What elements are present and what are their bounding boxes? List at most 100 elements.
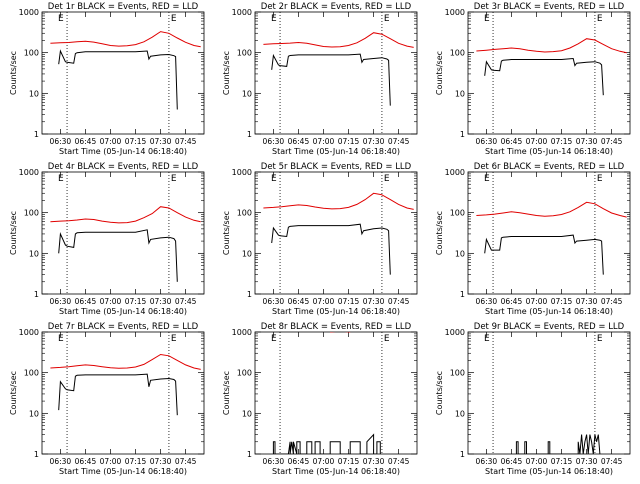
x-axis-label: Start Time (05-Jun-14 06:18:40) bbox=[272, 147, 400, 156]
x-tick-label: 07:00 bbox=[526, 137, 548, 146]
y-tick-label: 1000 bbox=[232, 8, 252, 17]
x-tick-label: 07:45 bbox=[175, 297, 197, 306]
x-tick-label: 07:00 bbox=[526, 457, 548, 466]
plot-frame bbox=[467, 171, 631, 295]
event-marker-label: E bbox=[271, 174, 277, 184]
x-tick-label: 06:45 bbox=[501, 457, 523, 466]
plot-frame bbox=[41, 331, 205, 455]
x-tick-label: 07:15 bbox=[125, 457, 147, 466]
events-series-line bbox=[515, 434, 601, 454]
x-tick-label: 07:45 bbox=[388, 137, 410, 146]
x-tick-label: 07:15 bbox=[551, 297, 573, 306]
x-axis-label: Start Time (05-Jun-14 06:18:40) bbox=[485, 147, 613, 156]
panel-det-4: Det 4r BLACK = Events, RED = LLD 1 10 100 10… bbox=[9, 162, 205, 316]
plot-frame bbox=[467, 11, 631, 135]
lld-series-line bbox=[263, 192, 414, 210]
x-tick-label: 06:30 bbox=[50, 457, 72, 466]
panel-title: Det 8r BLACK = Events, RED = LLD bbox=[261, 322, 412, 332]
events-series-line bbox=[272, 433, 381, 454]
y-tick-label: 10 bbox=[29, 249, 39, 258]
y-tick-label: 10 bbox=[242, 249, 252, 258]
y-axis-label: Counts/sec bbox=[435, 371, 444, 415]
x-tick-label: 07:00 bbox=[313, 297, 335, 306]
plot-frame bbox=[41, 11, 205, 135]
x-tick-label: 07:30 bbox=[363, 297, 385, 306]
panel-det-3: Det 3r BLACK = Events, RED = LLD 1 10 100 10… bbox=[435, 2, 631, 156]
x-tick-label: 06:45 bbox=[501, 137, 523, 146]
x-tick-label: 06:30 bbox=[476, 137, 498, 146]
y-axis-label: Counts/sec bbox=[435, 51, 444, 95]
x-tick-label: 07:15 bbox=[338, 297, 360, 306]
x-tick-label: 07:45 bbox=[601, 457, 623, 466]
y-tick-label: 1000 bbox=[19, 328, 39, 337]
y-tick-label: 100 bbox=[24, 369, 39, 378]
event-marker-label: E bbox=[171, 334, 177, 344]
y-tick-label: 100 bbox=[450, 49, 465, 58]
panel-det-9: Det 9r BLACK = Events, RED = LLD 1 10 100 10… bbox=[435, 322, 631, 476]
x-tick-label: 07:00 bbox=[100, 457, 122, 466]
x-tick-label: 07:15 bbox=[338, 137, 360, 146]
x-tick-label: 07:30 bbox=[150, 457, 172, 466]
y-tick-label: 100 bbox=[237, 49, 252, 58]
events-series-line bbox=[484, 57, 604, 96]
x-tick-label: 07:30 bbox=[150, 137, 172, 146]
x-tick-label: 07:00 bbox=[100, 297, 122, 306]
y-axis-label: Counts/sec bbox=[9, 371, 18, 415]
y-axis-label: Counts/sec bbox=[435, 211, 444, 255]
event-marker-label: E bbox=[58, 334, 64, 344]
x-tick-label: 07:00 bbox=[526, 297, 548, 306]
panel-det-8: Det 8r BLACK = Events, RED = LLD 1 10 100 10… bbox=[222, 322, 418, 476]
x-tick-label: 06:30 bbox=[50, 297, 72, 306]
events-series-line bbox=[271, 223, 391, 275]
x-tick-label: 07:30 bbox=[576, 457, 598, 466]
panel-title: Det 4r BLACK = Events, RED = LLD bbox=[48, 162, 199, 172]
x-axis-label: Start Time (05-Jun-14 06:18:40) bbox=[272, 467, 400, 476]
x-tick-label: 06:30 bbox=[263, 137, 285, 146]
x-tick-label: 07:15 bbox=[551, 137, 573, 146]
y-tick-label: 100 bbox=[450, 369, 465, 378]
plot-frame bbox=[254, 171, 418, 295]
y-tick-label: 10 bbox=[29, 409, 39, 418]
y-axis-label: Counts/sec bbox=[222, 51, 231, 95]
x-tick-label: 07:00 bbox=[313, 457, 335, 466]
event-marker-label: E bbox=[271, 14, 277, 24]
plot-frame bbox=[467, 331, 631, 455]
x-tick-label: 06:30 bbox=[263, 297, 285, 306]
x-tick-label: 06:45 bbox=[288, 137, 310, 146]
x-axis-label: Start Time (05-Jun-14 06:18:40) bbox=[59, 147, 187, 156]
x-tick-label: 07:30 bbox=[576, 137, 598, 146]
x-tick-label: 06:30 bbox=[263, 457, 285, 466]
event-marker-label: E bbox=[58, 14, 64, 24]
y-tick-label: 10 bbox=[455, 89, 465, 98]
x-tick-label: 07:30 bbox=[363, 137, 385, 146]
event-marker-label: E bbox=[597, 334, 603, 344]
event-marker-label: E bbox=[597, 14, 603, 24]
y-tick-label: 1000 bbox=[445, 328, 465, 337]
event-marker-label: E bbox=[384, 14, 390, 24]
x-tick-label: 07:30 bbox=[150, 297, 172, 306]
x-tick-label: 07:15 bbox=[338, 457, 360, 466]
events-series-line bbox=[58, 373, 178, 416]
x-tick-label: 06:45 bbox=[501, 297, 523, 306]
panel-title: Det 6r BLACK = Events, RED = LLD bbox=[474, 162, 625, 172]
event-marker-label: E bbox=[484, 14, 490, 24]
y-tick-label: 10 bbox=[29, 89, 39, 98]
x-tick-label: 07:15 bbox=[551, 457, 573, 466]
x-tick-label: 07:15 bbox=[125, 297, 147, 306]
x-tick-label: 07:30 bbox=[576, 297, 598, 306]
y-tick-label: 1000 bbox=[19, 8, 39, 17]
y-tick-label: 1 bbox=[460, 450, 465, 459]
y-tick-label: 10 bbox=[455, 249, 465, 258]
panel-det-5: Det 5r BLACK = Events, RED = LLD 1 10 100 10… bbox=[222, 162, 418, 316]
y-tick-label: 1 bbox=[247, 450, 252, 459]
x-tick-label: 06:45 bbox=[75, 297, 97, 306]
y-tick-label: 1000 bbox=[232, 328, 252, 337]
y-tick-label: 1 bbox=[34, 450, 39, 459]
x-tick-label: 07:00 bbox=[100, 137, 122, 146]
x-tick-label: 06:45 bbox=[288, 457, 310, 466]
x-tick-label: 07:45 bbox=[601, 137, 623, 146]
y-tick-label: 1 bbox=[460, 290, 465, 299]
panel-det-1: Det 1r BLACK = Events, RED = LLD 1 10 100 10… bbox=[9, 2, 205, 156]
y-axis-label: Counts/sec bbox=[9, 211, 18, 255]
